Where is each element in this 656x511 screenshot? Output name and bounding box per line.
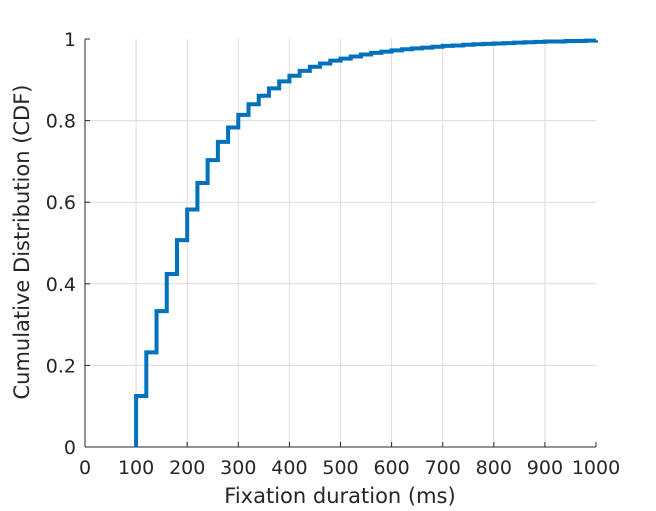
y-tick-label: 0.6 xyxy=(46,192,76,214)
tick-labels: 0 100 200 300 400 500 600 700 800 900 1000 0 0.2 0.4 0… xyxy=(46,29,620,479)
series-layer xyxy=(134,38,598,447)
x-axis-label: Fixation duration (ms) xyxy=(224,484,455,508)
axes xyxy=(84,38,597,448)
x-tick-label: 600 xyxy=(373,457,409,479)
x-tick-label: 0 xyxy=(79,457,91,479)
y-tick-label: 0 xyxy=(64,437,76,459)
y-tick-label: 0.2 xyxy=(46,355,76,377)
x-tick-label: 800 xyxy=(476,457,512,479)
x-tick-label: 1000 xyxy=(572,457,620,479)
x-tick-label: 300 xyxy=(220,457,256,479)
x-tick-label: 400 xyxy=(271,457,307,479)
y-tick-label: 0.8 xyxy=(46,111,76,133)
x-tick-label: 200 xyxy=(169,457,205,479)
cdf-series-line xyxy=(134,38,598,447)
x-tick-label: 500 xyxy=(322,457,358,479)
grid xyxy=(85,39,596,447)
x-tick-label: 100 xyxy=(118,457,154,479)
y-tick-label: 1 xyxy=(64,29,76,51)
x-tick-label: 900 xyxy=(527,457,563,479)
y-axis-label: Cumulative Distribution (CDF) xyxy=(10,84,34,399)
y-tick-label: 0.4 xyxy=(46,274,76,296)
x-tick-label: 700 xyxy=(425,457,461,479)
